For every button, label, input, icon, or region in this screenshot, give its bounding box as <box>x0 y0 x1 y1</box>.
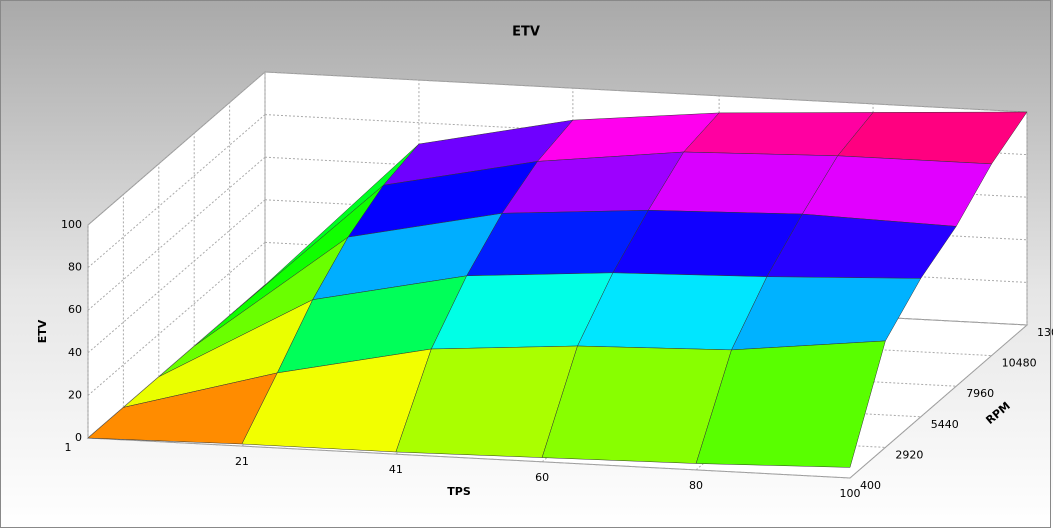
x-axis-title: TPS <box>447 485 471 498</box>
grid-line <box>87 437 851 479</box>
z-tick-label: 40 <box>68 346 82 359</box>
y-tick-label: 2920 <box>895 448 923 461</box>
grid-line <box>87 71 266 226</box>
z-tick-label: 100 <box>61 218 82 231</box>
y-tick-label: 400 <box>860 479 881 492</box>
grid-line <box>264 71 1028 113</box>
z-tick-label: 20 <box>68 388 82 401</box>
y-tick-label: 5440 <box>931 418 959 431</box>
grid-line <box>87 114 266 268</box>
x-tick-label: 80 <box>689 479 703 492</box>
z-tick-label: 80 <box>68 261 82 274</box>
grid-line <box>87 199 266 354</box>
x-tick-label: 60 <box>535 471 549 484</box>
y-tick-label: 13000 <box>1037 326 1053 339</box>
z-axis-title: ETV <box>36 319 49 343</box>
y-tick-label: 10480 <box>1002 357 1037 370</box>
surface <box>87 111 1028 468</box>
labels: 0204060801001214160801004002920544079601… <box>36 218 1053 500</box>
x-tick-label: 21 <box>235 455 249 468</box>
surface-cell <box>695 340 886 468</box>
x-tick-label: 100 <box>840 487 861 500</box>
grid-line <box>87 156 266 311</box>
grid-line <box>849 324 1028 479</box>
chart-title: ETV <box>512 25 540 40</box>
x-tick-label: 1 <box>65 441 72 454</box>
y-tick-label: 7960 <box>966 387 994 400</box>
z-tick-label: 0 <box>75 431 82 444</box>
grid-line <box>87 242 266 396</box>
x-tick-label: 41 <box>389 463 403 476</box>
z-tick-label: 60 <box>68 303 82 316</box>
